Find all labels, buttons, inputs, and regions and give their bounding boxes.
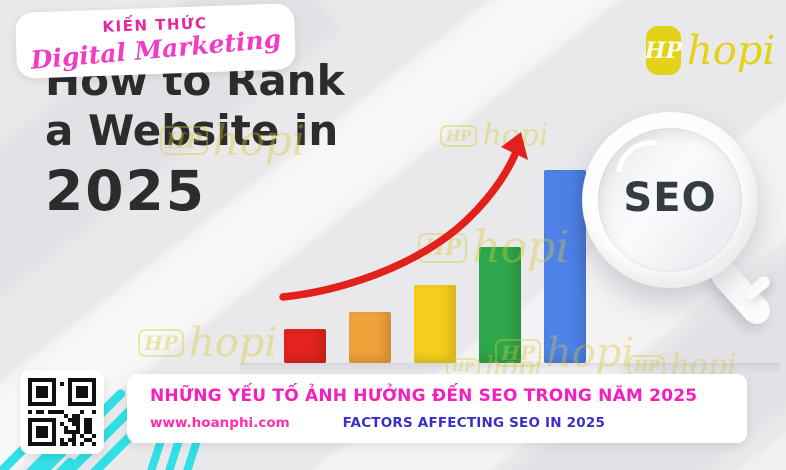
banner-subtitle: FACTORS AFFECTING SEO IN 2025 xyxy=(342,415,606,431)
watermark-text: hopi xyxy=(188,320,278,366)
banner-headline: NHỮNG YẾU TỐ ẢNH HƯỞNG ĐẾN SEO TRONG NĂM… xyxy=(150,386,698,406)
title-line-3: 2025 xyxy=(45,159,207,224)
qr-code-pattern xyxy=(28,378,96,446)
banner-row: www.hoanphi.com FACTORS AFFECTING SEO IN… xyxy=(150,415,605,431)
watermark-text: hopi xyxy=(482,118,549,153)
hopi-logo-icon: HP xyxy=(645,26,682,75)
hopi-logo-name: hopi xyxy=(687,27,776,74)
title-line-2: a Website in xyxy=(45,105,339,155)
bar-2 xyxy=(349,312,391,363)
bar-1 xyxy=(284,329,326,363)
qr-code xyxy=(20,370,104,454)
bar-5 xyxy=(544,170,586,363)
website-url: www.hoanphi.com xyxy=(150,415,290,431)
magnifier-icon: SEO xyxy=(582,112,758,288)
chart-floor-shadow xyxy=(240,363,780,373)
magnifier-lens: SEO xyxy=(598,125,742,272)
bottom-banner: NHỮNG YẾU TỐ ẢNH HƯỞNG ĐẾN SEO TRONG NĂM… xyxy=(127,374,747,443)
channel-badge: KIẾN THỨC Digital Marketing xyxy=(14,3,297,79)
hopi-logo: HP hopi xyxy=(645,26,776,75)
seo-label: SEO xyxy=(623,175,717,222)
bar-4 xyxy=(479,247,521,363)
bar-3 xyxy=(414,285,456,363)
bar-chart xyxy=(284,170,594,363)
